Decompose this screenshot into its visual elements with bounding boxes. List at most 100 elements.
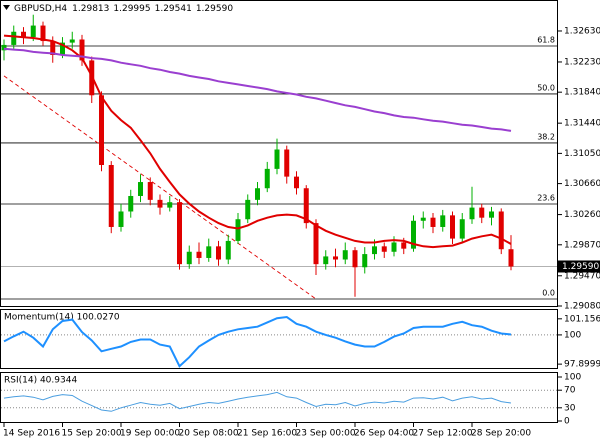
fib-label: 38.2: [537, 132, 555, 141]
fib-label: 50.0: [537, 83, 555, 92]
candle-body: [99, 95, 104, 166]
x-tick-label: 27 Sep 12:00: [413, 429, 473, 439]
candle-body: [294, 176, 299, 189]
y-tick-label: 30: [564, 403, 576, 413]
header-value: 1.29541: [155, 4, 192, 14]
y-tick-label: 1.30260: [564, 210, 600, 220]
candle-body: [167, 202, 173, 208]
y-tick-label: 100: [564, 373, 581, 383]
candle-body: [401, 242, 407, 249]
candle-body: [411, 220, 416, 249]
x-tick-label: 20 Sep 08:00: [179, 429, 239, 439]
momentum-frame: [0, 309, 558, 369]
candle-body: [11, 31, 17, 45]
price-tag: [558, 260, 600, 273]
indicator-line: [3, 315, 512, 368]
y-tick-label: 1.31840: [564, 88, 600, 98]
y-tick-label: 1.30660: [564, 179, 600, 189]
candle-body: [420, 217, 426, 221]
x-tick-label: 14 Sep 2016: [3, 429, 60, 439]
moving-average: [3, 34, 512, 249]
candle-body: [225, 240, 231, 260]
candle-body: [50, 41, 56, 55]
candle-body: [508, 249, 514, 267]
price-tag-label: 1.29590: [562, 262, 599, 272]
symbol: GBPUSD,H4: [14, 4, 67, 14]
indicator-line: [3, 391, 512, 412]
candle-body: [1, 44, 7, 51]
candle-body: [313, 223, 319, 265]
candle-body: [21, 31, 26, 38]
candle-body: [381, 246, 387, 252]
candle-body: [489, 211, 494, 218]
rsi-title: RSI(14) 40.9344: [4, 376, 77, 386]
trendline: [3, 75, 317, 300]
y-tick-label: 100: [564, 330, 581, 340]
fib-label: 61.8: [537, 36, 555, 45]
candle-body: [333, 256, 338, 260]
header-value: 1.29590: [196, 4, 233, 14]
candle-body: [245, 199, 251, 220]
candle-body: [323, 256, 329, 265]
candle-body: [450, 215, 455, 239]
candle-body: [391, 242, 397, 252]
y-tick-label: 97.8999: [564, 360, 600, 370]
main-frame: [0, 0, 558, 307]
candle-body: [157, 199, 163, 208]
header-value: 1.29813: [72, 4, 109, 14]
y-tick-label: 1.31440: [564, 119, 600, 129]
fib-label: 23.6: [537, 193, 555, 202]
candle-body: [177, 202, 182, 265]
candle-body: [79, 39, 85, 61]
candle-body: [128, 195, 134, 212]
y-tick-label: 0: [564, 417, 570, 427]
x-tick-label: 23 Sep 00:00: [296, 429, 356, 439]
y-tick-label: 1.29870: [564, 240, 600, 250]
x-tick-label: 26 Sep 04:00: [354, 429, 414, 439]
candle-body: [430, 217, 436, 227]
candle-body: [60, 42, 65, 55]
candle-body: [303, 188, 309, 224]
candle-body: [108, 165, 114, 227]
candle-body: [196, 251, 202, 258]
fib-label: 0.0: [542, 289, 555, 298]
y-tick-label: 1.32630: [564, 26, 600, 36]
candle-body: [118, 211, 124, 227]
moving-average: [3, 47, 512, 132]
candle-body: [147, 182, 153, 200]
dropdown-icon: [3, 5, 10, 10]
candle-body: [264, 168, 270, 189]
candle-body: [138, 182, 143, 196]
candle-body: [479, 207, 485, 218]
y-tick-label: 1.32230: [564, 57, 600, 67]
x-tick-label: 15 Sep 20:00: [62, 429, 122, 439]
momentum-title: Momentum(14) 100.0270: [4, 313, 120, 323]
x-tick-label: 19 Sep 00:00: [120, 429, 180, 439]
candle-body: [352, 250, 358, 268]
candle-body: [459, 219, 465, 239]
x-tick-label: 28 Sep 20:00: [471, 429, 531, 439]
chart-header: GBPUSD,H4 1.29813 1.29995 1.29541 1.29590: [14, 4, 233, 14]
candle-body: [235, 219, 241, 241]
header-value: 1.29995: [113, 4, 150, 14]
candle-body: [30, 25, 36, 38]
candle-body: [440, 215, 446, 227]
candle-body: [362, 254, 368, 268]
candle-body: [69, 39, 75, 43]
candle-body: [40, 25, 46, 42]
y-tick-label: 1.29470: [564, 271, 600, 281]
candle-body: [498, 211, 504, 250]
candle-body: [342, 250, 348, 260]
rsi-frame: [0, 372, 558, 423]
candle-body: [372, 246, 377, 255]
y-tick-label: 101.1567: [564, 314, 600, 324]
candle-body: [216, 246, 221, 260]
candle-body: [274, 149, 280, 169]
candle-body: [469, 207, 475, 220]
y-tick-label: 1.31050: [564, 149, 600, 159]
candle-body: [284, 149, 290, 177]
candle-body: [206, 246, 212, 258]
y-tick-label: 1.29080: [564, 301, 600, 311]
